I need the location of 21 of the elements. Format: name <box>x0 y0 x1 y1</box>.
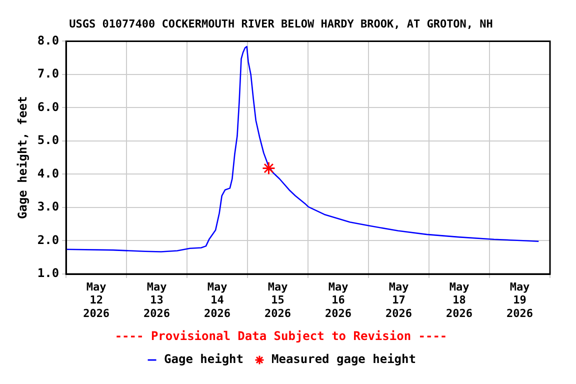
x-tick-label: May 17 2026 <box>386 280 412 320</box>
y-tick-label: 6.0 <box>37 100 60 114</box>
y-tick-label: 8.0 <box>37 33 60 48</box>
legend-label: Measured gage height <box>271 352 416 366</box>
y-tick-label: 7.0 <box>37 66 60 81</box>
text: ---- Provisional Data Subject to Revision ---- <box>114 328 448 343</box>
legend-label: Gage height <box>164 352 244 366</box>
chart-title: USGS 01077400 COCKERMOUTH RIVER BELOW HARDY BROOK, AT GROTON, NH <box>69 17 493 30</box>
x-tick-label: May 13 2026 <box>144 280 170 320</box>
x-tick-label: May 12 2026 <box>83 280 110 320</box>
y-tick-label: 5.0 <box>37 133 60 148</box>
y-tick-label: 4.0 <box>37 166 60 180</box>
y-tick-label: 2.0 <box>37 232 60 247</box>
x-tick-label: May 19 2026 <box>506 280 534 320</box>
x-tick-label: May 14 2026 <box>204 280 231 320</box>
y-tick-label: 1.0 <box>37 266 60 280</box>
x-tick-label: May 16 2026 <box>325 280 352 320</box>
x-tick-label: May 15 2026 <box>264 280 292 320</box>
y-axis-title: Gage height, feet <box>15 96 30 220</box>
y-tick-label: 3.0 <box>37 200 60 214</box>
x-tick-label: May 18 2026 <box>446 280 473 320</box>
